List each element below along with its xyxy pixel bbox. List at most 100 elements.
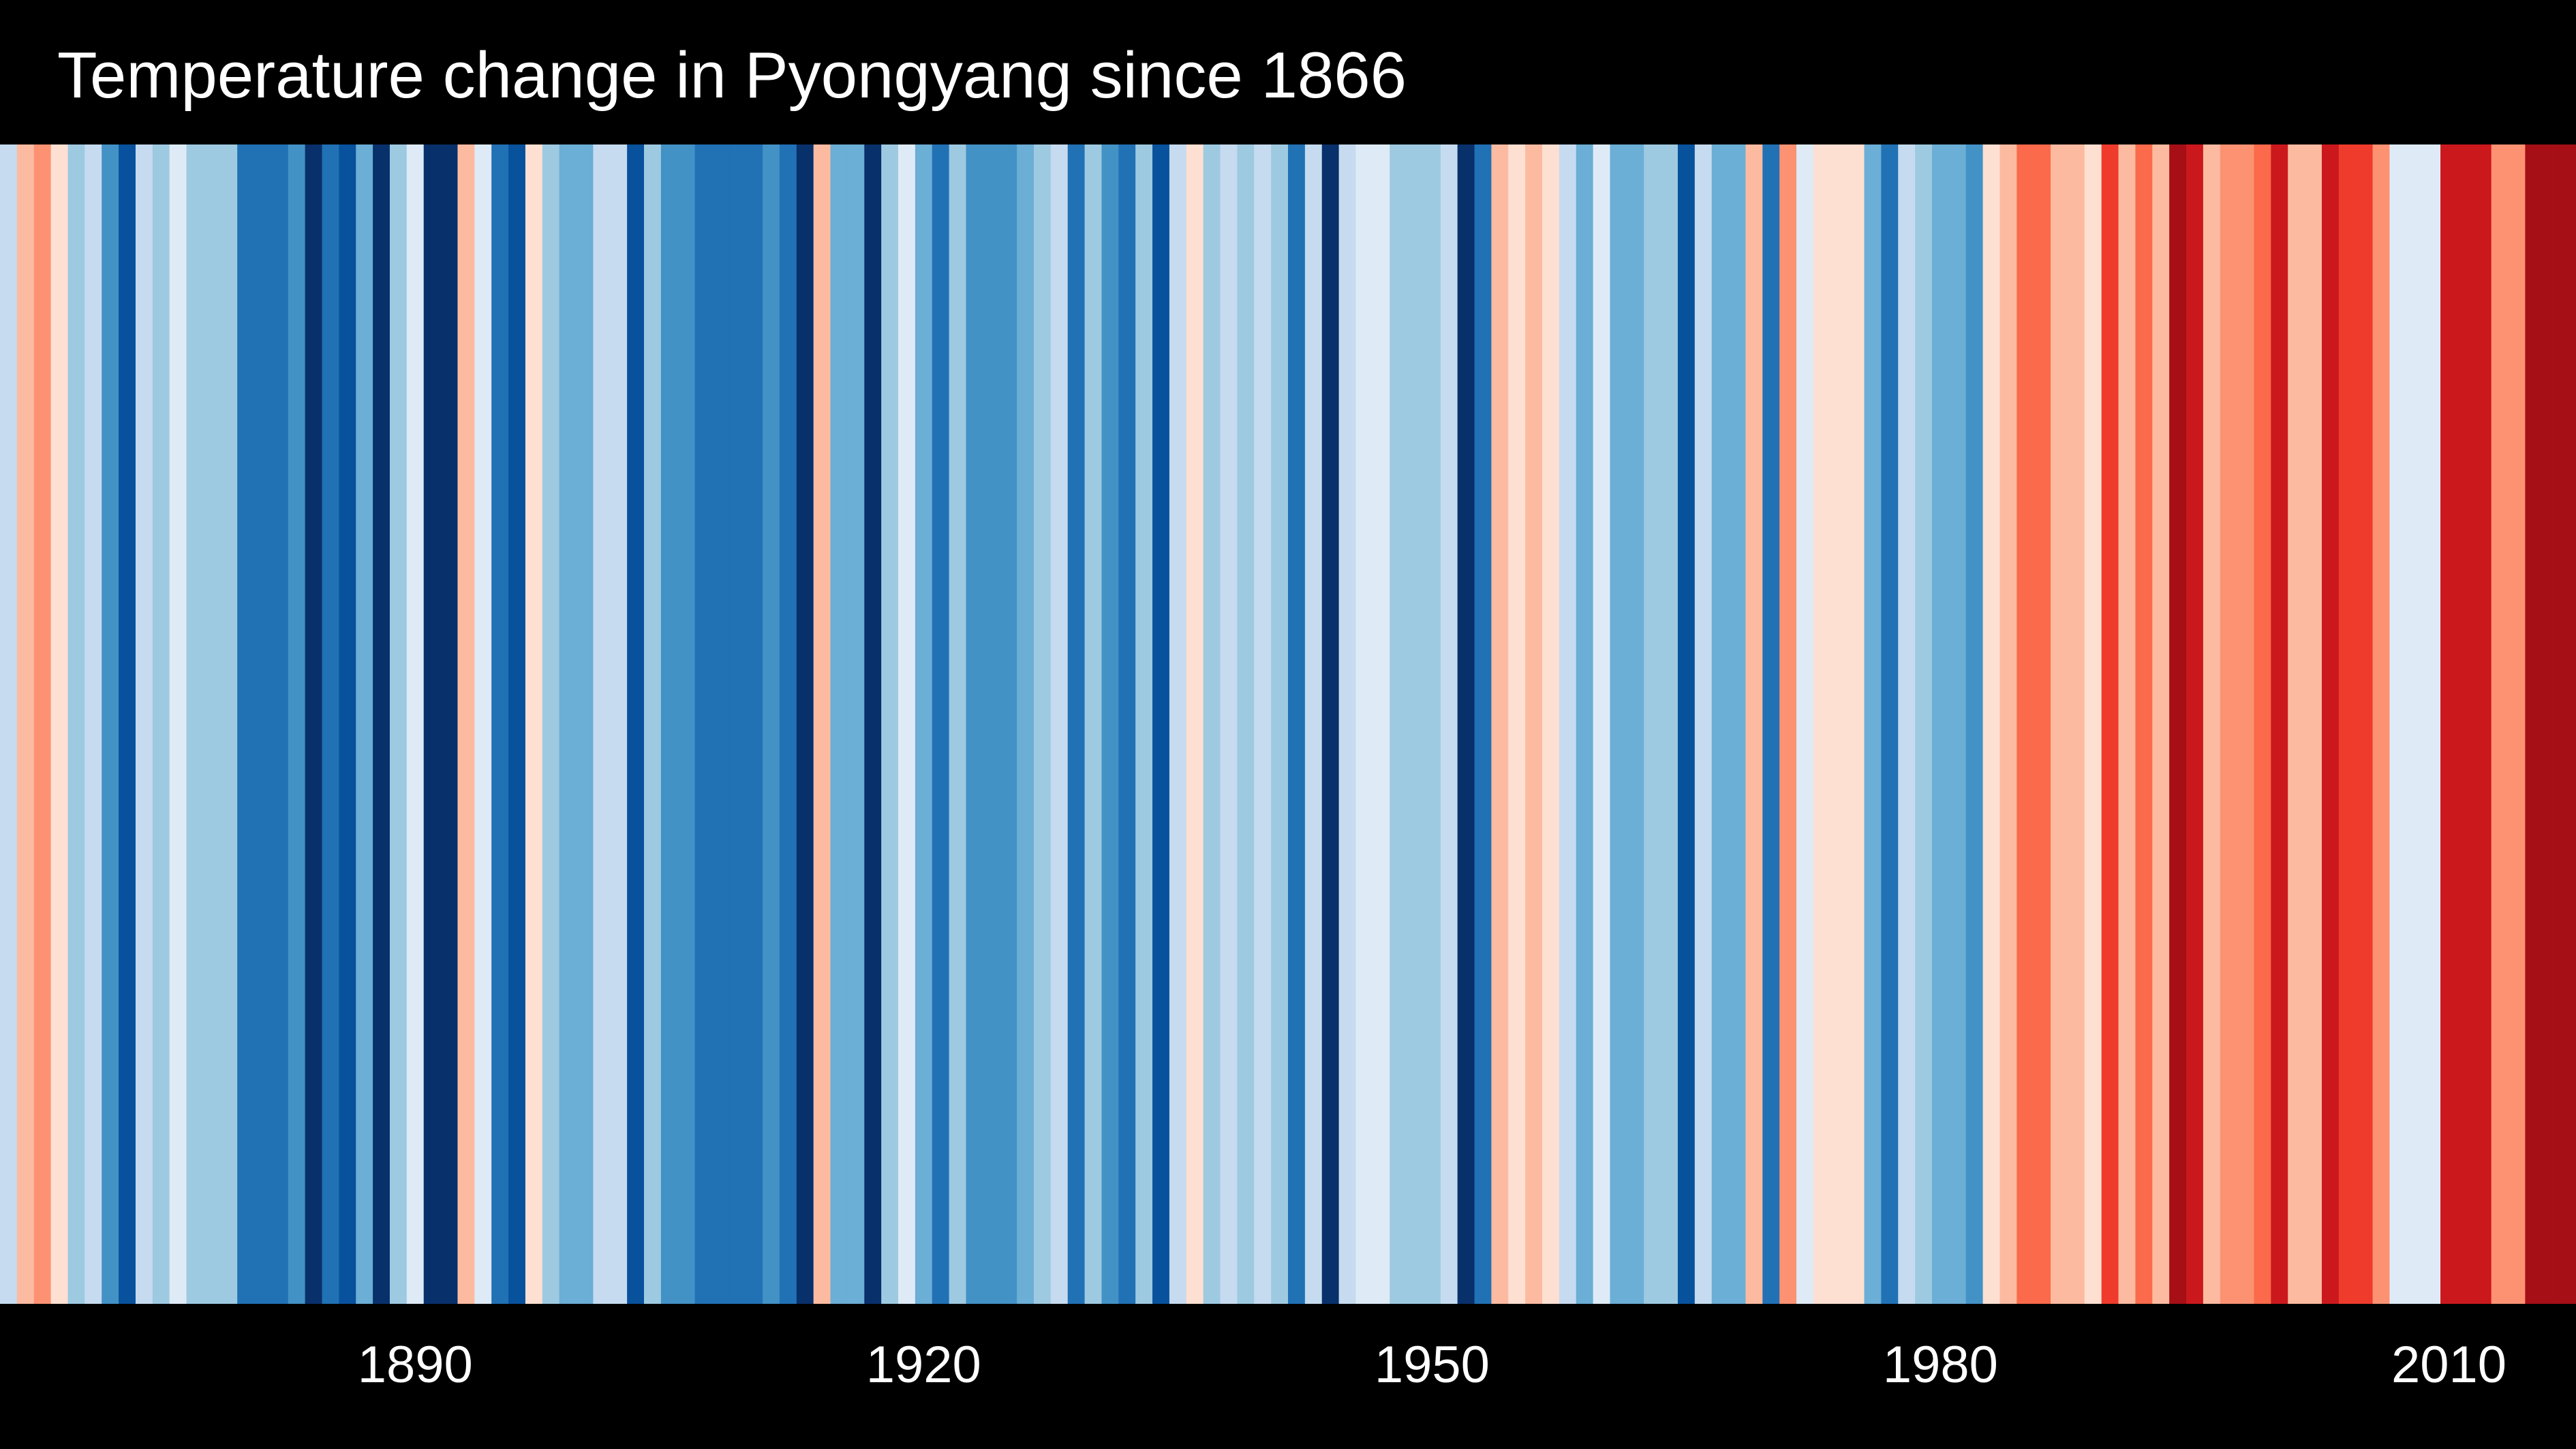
- stripe-1896: [508, 144, 526, 1304]
- stripe-1891: [423, 144, 442, 1304]
- stripe-1936: [1186, 144, 1204, 1304]
- stripe-1881: [254, 144, 272, 1304]
- x-tick-label: 1980: [1883, 1336, 1998, 1394]
- stripe-1901: [593, 144, 611, 1304]
- stripe-1992: [2135, 144, 2153, 1304]
- stripe-1941: [1271, 144, 1289, 1304]
- stripe-1869: [50, 144, 69, 1304]
- stripe-1871: [85, 144, 102, 1304]
- stripe-1890: [406, 144, 425, 1304]
- stripe-1925: [1000, 144, 1017, 1304]
- stripe-2008: [2406, 144, 2424, 1304]
- stripe-1920: [915, 144, 933, 1304]
- stripe-1989: [2084, 144, 2102, 1304]
- stripe-1899: [559, 144, 577, 1304]
- chart-title: Temperature change in Pyongyang since 18…: [57, 39, 1407, 112]
- stripe-1949: [1407, 144, 1424, 1304]
- stripe-1938: [1220, 144, 1238, 1304]
- stripe-1885: [322, 144, 339, 1304]
- stripe-1926: [1017, 144, 1034, 1304]
- stripe-1940: [1254, 144, 1272, 1304]
- stripe-1945: [1338, 144, 1357, 1304]
- stripe-1963: [1644, 144, 1661, 1304]
- stripe-1976: [1864, 144, 1882, 1304]
- stripe-2017: [2559, 144, 2576, 1304]
- stripe-1877: [186, 144, 204, 1304]
- stripe-2009: [2423, 144, 2441, 1304]
- stripe-1953: [1474, 144, 1492, 1304]
- stripe-1927: [1033, 144, 1052, 1304]
- stripe-1867: [16, 144, 35, 1304]
- stripe-1933: [1135, 144, 1153, 1304]
- stripe-1942: [1288, 144, 1306, 1304]
- x-tick-label: 1950: [1375, 1336, 1490, 1394]
- stripe-1990: [2101, 144, 2119, 1304]
- stripe-1895: [491, 144, 509, 1304]
- stripe-1879: [220, 144, 238, 1304]
- stripe-1935: [1169, 144, 1187, 1304]
- stripe-1977: [1881, 144, 1899, 1304]
- stripe-1994: [2169, 144, 2187, 1304]
- stripe-1967: [1711, 144, 1730, 1304]
- stripe-1912: [779, 144, 797, 1304]
- stripe-2004: [2338, 144, 2357, 1304]
- stripe-1950: [1423, 144, 1441, 1304]
- stripe-2003: [2321, 144, 2340, 1304]
- stripe-1958: [1559, 144, 1577, 1304]
- stripe-1952: [1457, 144, 1475, 1304]
- stripe-1904: [644, 144, 662, 1304]
- stripe-1921: [932, 144, 950, 1304]
- stripe-1983: [1982, 144, 2001, 1304]
- stripe-1908: [711, 144, 729, 1304]
- stripe-1928: [1050, 144, 1069, 1304]
- x-tick-label: 1920: [866, 1336, 981, 1394]
- stripe-1987: [2051, 144, 2068, 1304]
- stripe-1991: [2118, 144, 2136, 1304]
- stripe-1969: [1745, 144, 1763, 1304]
- stripe-1959: [1576, 144, 1594, 1304]
- stripe-2011: [2457, 144, 2475, 1304]
- stripe-1868: [33, 144, 52, 1304]
- stripe-1907: [694, 144, 713, 1304]
- stripe-1911: [763, 144, 780, 1304]
- stripe-1979: [1915, 144, 1933, 1304]
- stripe-1943: [1304, 144, 1323, 1304]
- stripe-1962: [1627, 144, 1644, 1304]
- stripe-1974: [1830, 144, 1848, 1304]
- stripe-1999: [2254, 144, 2271, 1304]
- stripe-2010: [2440, 144, 2458, 1304]
- stripe-1978: [1898, 144, 1916, 1304]
- stripe-1939: [1237, 144, 1255, 1304]
- stripe-1993: [2152, 144, 2170, 1304]
- stripe-1889: [389, 144, 408, 1304]
- stripe-1956: [1525, 144, 1543, 1304]
- stripe-1964: [1661, 144, 1678, 1304]
- stripe-1932: [1118, 144, 1136, 1304]
- stripe-1923: [966, 144, 983, 1304]
- stripe-1944: [1321, 144, 1340, 1304]
- stripe-2014: [2508, 144, 2526, 1304]
- stripe-1998: [2237, 144, 2255, 1304]
- stripe-2001: [2288, 144, 2305, 1304]
- stripe-1982: [1965, 144, 1984, 1304]
- stripe-1965: [1677, 144, 1696, 1304]
- stripe-1988: [2067, 144, 2085, 1304]
- stripe-1972: [1796, 144, 1814, 1304]
- stripe-2005: [2355, 144, 2374, 1304]
- stripe-1973: [1813, 144, 1831, 1304]
- stripe-1900: [576, 144, 594, 1304]
- stripe-1930: [1084, 144, 1103, 1304]
- stripe-1884: [305, 144, 323, 1304]
- stripe-1966: [1694, 144, 1713, 1304]
- x-tick-label: 1890: [358, 1336, 473, 1394]
- stripe-1919: [898, 144, 916, 1304]
- stripe-1980: [1932, 144, 1950, 1304]
- stripe-1984: [1999, 144, 2017, 1304]
- stripe-1873: [119, 144, 136, 1304]
- stripe-1960: [1593, 144, 1611, 1304]
- stripe-1961: [1610, 144, 1627, 1304]
- stripe-1915: [830, 144, 848, 1304]
- stripe-2016: [2542, 144, 2560, 1304]
- stripe-1886: [339, 144, 356, 1304]
